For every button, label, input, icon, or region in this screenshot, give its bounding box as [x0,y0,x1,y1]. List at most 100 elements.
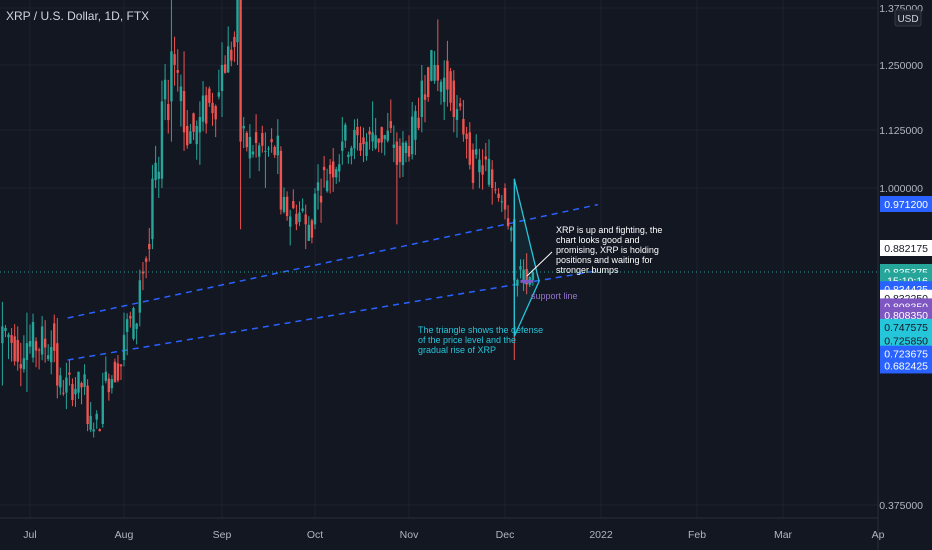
candle-body [344,124,347,141]
candle-body [211,102,214,114]
candle-body [301,208,304,211]
candle-body [353,129,356,149]
candle-body [239,0,242,142]
price-tag[interactable] [880,332,932,349]
trendline[interactable] [67,269,599,361]
price-tick-label: 1.125000 [879,125,923,137]
candle-body [242,125,245,129]
candle-body [53,323,56,351]
candle-body [292,200,295,209]
candle-body [270,139,273,143]
candle-body [516,279,519,286]
candle-body [503,188,507,210]
candle-body [362,137,365,145]
candle-body [386,130,389,141]
price-tag[interactable] [880,318,932,335]
candle-body [380,127,383,143]
annotation-support-line: support line [531,291,578,301]
candle-body [350,147,353,156]
candle-body [365,141,368,157]
candle-body [371,132,374,142]
candle-body [261,133,264,146]
candle-body [251,151,255,155]
price-tag-label: 0.682425 [884,360,928,372]
candle-body [254,132,258,144]
candle-body [31,322,35,358]
triangle-drawing[interactable] [513,178,540,337]
trendline[interactable] [67,203,599,319]
candle-body [43,338,47,348]
candle-body [414,111,417,140]
candle-body [68,372,71,375]
candle-body [160,101,164,179]
candle-body [404,142,408,154]
time-tick-label: Mar [774,529,793,541]
candle-body [189,131,192,144]
price-tag-label: 0.882175 [884,243,928,255]
candle-body [338,164,341,172]
candle-body [439,81,443,92]
candle-body [214,105,217,120]
candle-body [347,154,350,157]
candle-body [519,266,522,270]
candle-body [304,214,307,225]
candle-body [389,121,393,129]
candle-body [10,335,13,343]
candle-body [433,65,436,81]
candle-body [201,95,205,122]
candle-body [22,358,26,370]
candle-body [531,272,535,281]
symbol-title[interactable]: XRP / U.S. Dollar, 1D, FTX [6,9,150,23]
chart-grid [0,0,879,518]
time-axis-bg[interactable] [0,518,932,550]
candle-body [377,138,380,143]
candle-body [328,164,332,174]
candle-body [7,334,10,338]
candle-body [481,165,484,175]
candle-body [478,159,481,173]
candle-body [522,269,525,281]
price-tag-label: 0.747575 [884,322,928,334]
candle-body [230,49,233,61]
candle-body [104,371,108,381]
candle-body [383,135,386,140]
candle-body [129,316,132,319]
candle-body [59,375,62,388]
candle-body [148,244,151,250]
candle-body [135,323,138,329]
candle-body [316,182,320,191]
candle-body [4,327,7,332]
candle-body [359,142,362,151]
price-tick-label: 1.250000 [879,60,923,72]
candle-body [1,326,4,344]
candle-body [279,150,283,210]
candle-body [420,80,423,117]
candle-body [276,135,279,156]
candle-body [289,216,292,227]
price-tag[interactable] [880,196,932,212]
candle-body [170,51,173,102]
candle-body [465,133,468,139]
candle-body [157,171,160,179]
price-tag[interactable] [880,357,932,374]
price-tags: 0.9712000.8821750.83537515:10:160.834425… [880,196,932,374]
candle-body [475,149,478,155]
price-tag[interactable] [880,240,932,256]
time-tick-label: Sep [213,529,232,541]
candle-body [398,145,402,163]
candle-body [307,224,310,241]
candle-body [325,180,329,192]
candle-body [341,141,344,151]
candle-body [443,77,446,103]
candle-body [319,195,323,203]
annotation-triangle: The triangle shows the defense of the pri… [418,325,543,355]
candle-body [113,361,117,383]
candle-body [497,193,500,198]
time-tick-label: Dec [496,529,515,541]
time-axis-labels: Jul Aug Sep Oct Nov Dec 2022 Feb Mar Ap [23,529,884,541]
candle-body [98,429,101,432]
currency-badge[interactable]: USD [894,9,922,27]
candle-body [471,149,475,183]
candle-body [154,162,157,181]
